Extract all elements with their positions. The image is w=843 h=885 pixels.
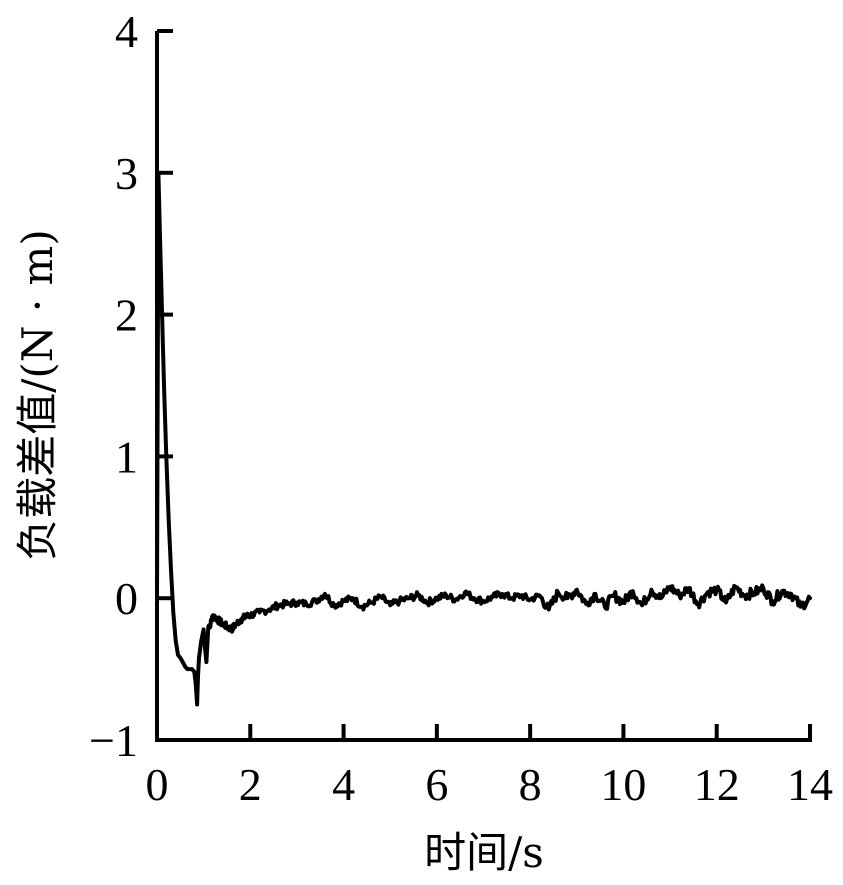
y-ticks: −1 0 1 2 3 4 — [89, 6, 173, 766]
x-tick-label: 6 — [425, 759, 448, 810]
x-tick-label: 12 — [694, 759, 740, 810]
data-line — [155, 170, 812, 707]
y-tick-label: 4 — [115, 6, 138, 57]
y-tick-label: −1 — [89, 715, 138, 766]
x-tick-label: 14 — [787, 759, 833, 810]
y-axis-title: 负载差值/(N · m) — [13, 229, 62, 561]
y-tick-label: 1 — [115, 431, 138, 482]
x-tick-label: 2 — [239, 759, 262, 810]
y-tick-label: 2 — [115, 290, 138, 341]
x-ticks: 0 2 4 6 8 10 12 14 — [146, 724, 833, 810]
x-tick-label: 10 — [600, 759, 646, 810]
x-tick-label: 8 — [519, 759, 542, 810]
y-tick-label: 0 — [115, 573, 138, 624]
x-tick-label: 0 — [146, 759, 169, 810]
y-tick-label: 3 — [115, 148, 138, 199]
x-axis-title: 时间/s — [424, 828, 544, 877]
x-tick-label: 4 — [332, 759, 355, 810]
plot-area — [155, 170, 812, 707]
